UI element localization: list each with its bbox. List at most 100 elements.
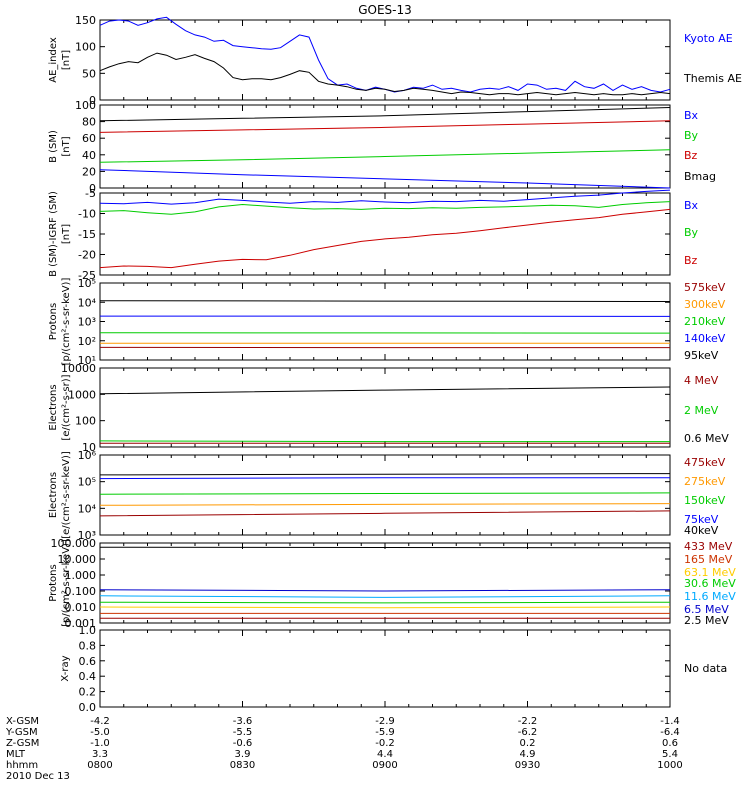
- y-axis-label: [e/(cm²-s-sr)]: [61, 374, 72, 440]
- panel-frame: [99, 629, 671, 708]
- series-bmag: [99, 107, 671, 122]
- y-tick-label: 0.4: [79, 670, 97, 683]
- footer-value: 3.3: [92, 749, 108, 760]
- legend-entry: Themis AE: [683, 72, 742, 85]
- y-tick-label: 0: [89, 94, 96, 107]
- footer-value: -6.2: [518, 727, 538, 738]
- panel-frame: [99, 192, 671, 276]
- footer-value: 0.6: [662, 738, 678, 749]
- footer-row-label: MLT: [6, 749, 26, 760]
- panel-frame: [99, 454, 671, 536]
- series-kyoto-ae: [99, 16, 671, 93]
- y-tick-label: 10³: [78, 316, 96, 329]
- footer-value: -2.9: [375, 716, 395, 727]
- legend-entry: Bz: [684, 149, 698, 162]
- footer-value: -2.2: [518, 716, 538, 727]
- footer-row-label: X-GSM: [6, 716, 39, 727]
- footer-value: -4.2: [90, 716, 110, 727]
- legend-entry: 63.1 MeV: [684, 566, 736, 579]
- legend-entry: 150keV: [684, 494, 726, 507]
- y-tick-label: 0.010: [65, 601, 97, 614]
- series-30-6-mev: [99, 601, 671, 604]
- panel-protons_low: 10¹ 10² 10³ 10⁴ 10⁵ Protons [p/(cm²-s-sr-keV)]…: [48, 277, 726, 367]
- footer-value: -3.6: [233, 716, 253, 727]
- panel-xray: 0.0 0.2 0.4 0.6 0.8 1.0 X-ray No data: [60, 624, 727, 714]
- y-axis-label: [nT]: [61, 50, 72, 70]
- y-axis-label: B (SM): [48, 130, 59, 163]
- y-axis-label: Protons: [48, 564, 59, 601]
- y-axis-label: Protons: [48, 303, 59, 340]
- series-bz: [99, 120, 671, 133]
- y-tick-label: -15: [78, 228, 96, 241]
- y-tick-label: 0.8: [79, 639, 97, 652]
- footer-value: -5.9: [375, 727, 395, 738]
- legend-entry: By: [684, 129, 699, 142]
- footer-value: -1.4: [660, 716, 680, 727]
- y-tick-label: 100.000: [51, 537, 97, 550]
- y-tick-label: 0.100: [65, 585, 97, 598]
- y-axis-label: Electrons: [48, 472, 59, 518]
- y-tick-label: -20: [78, 249, 96, 262]
- y-tick-label: 100: [75, 99, 96, 112]
- y-tick-label: 10⁴: [78, 502, 97, 515]
- series-11-6-mev: [99, 595, 671, 598]
- y-tick-label: 80: [82, 116, 96, 129]
- footer-value: -6.4: [660, 727, 680, 738]
- y-tick-label: -5: [85, 187, 96, 200]
- footer-value: 3.9: [235, 749, 251, 760]
- y-tick-label: 100: [75, 415, 96, 428]
- y-tick-label: 0: [89, 182, 96, 195]
- footer-value: 0.2: [520, 738, 536, 749]
- panel-frame: [99, 282, 671, 361]
- y-axis-label: [e/(cm²-s-sr-keV)]: [61, 451, 72, 539]
- y-tick-label: 1.0: [79, 624, 97, 637]
- legend-entry: 30.6 MeV: [684, 577, 736, 590]
- series-95kev: [99, 300, 671, 302]
- legend-entry: 165 MeV: [684, 553, 733, 566]
- footer-row-label: Y-GSM: [5, 727, 38, 738]
- panel-electrons_kev: 10³ 10⁴ 10⁵ 10⁶ Electrons [e/(cm²-s-sr-keV)] 4…: [48, 449, 726, 542]
- footer-value: 0900: [372, 760, 397, 771]
- legend-entry: 2.5 MeV: [684, 614, 729, 627]
- legend-entry: 140keV: [684, 332, 726, 345]
- y-axis-label: [p/(cm²-s-sr-keV)]: [61, 278, 72, 366]
- footer-value: 0930: [515, 760, 540, 771]
- series-bx: [99, 169, 671, 189]
- legend-entry: 95keV: [684, 349, 719, 362]
- y-tick-label: 40: [82, 149, 96, 162]
- footer-value: -0.6: [233, 738, 253, 749]
- legend-entry: 11.6 MeV: [684, 590, 736, 603]
- legend-entry: 475keV: [684, 456, 726, 469]
- legend-entry: Bz: [684, 254, 698, 267]
- y-tick-label: 20: [82, 165, 96, 178]
- footer-value: -0.2: [375, 738, 395, 749]
- y-axis-label: [p/(cm²-s-sr-keV)]: [61, 539, 72, 627]
- y-tick-label: 10⁶: [78, 449, 97, 462]
- y-tick-label: 0.6: [79, 655, 97, 668]
- legend-entry: 2 MeV: [684, 404, 719, 417]
- series-by: [99, 149, 671, 163]
- legend-entry: Bmag: [684, 170, 716, 183]
- legend-entry: No data: [684, 662, 727, 675]
- y-tick-label: 0.2: [79, 686, 97, 699]
- footer-value: -1.0: [90, 738, 110, 749]
- legend-entry: 210keV: [684, 315, 726, 328]
- footer-value: 0800: [87, 760, 112, 771]
- series-bx: [99, 189, 671, 205]
- legend-entry: 300keV: [684, 298, 726, 311]
- y-tick-label: 1000: [68, 388, 96, 401]
- y-tick-label: -25: [78, 269, 96, 282]
- footer-row-label: Z-GSM: [6, 738, 39, 749]
- footer-value: -5.5: [233, 727, 253, 738]
- y-tick-label: 1.000: [65, 569, 97, 582]
- y-axis-label: [nT]: [61, 224, 72, 244]
- y-tick-label: 10⁵: [78, 277, 96, 290]
- y-axis-label: X-ray: [60, 655, 71, 681]
- series-6-5-mev: [99, 589, 671, 592]
- series-475kev: [99, 510, 671, 517]
- y-tick-label: 10: [82, 441, 96, 454]
- y-tick-label: 60: [82, 132, 96, 145]
